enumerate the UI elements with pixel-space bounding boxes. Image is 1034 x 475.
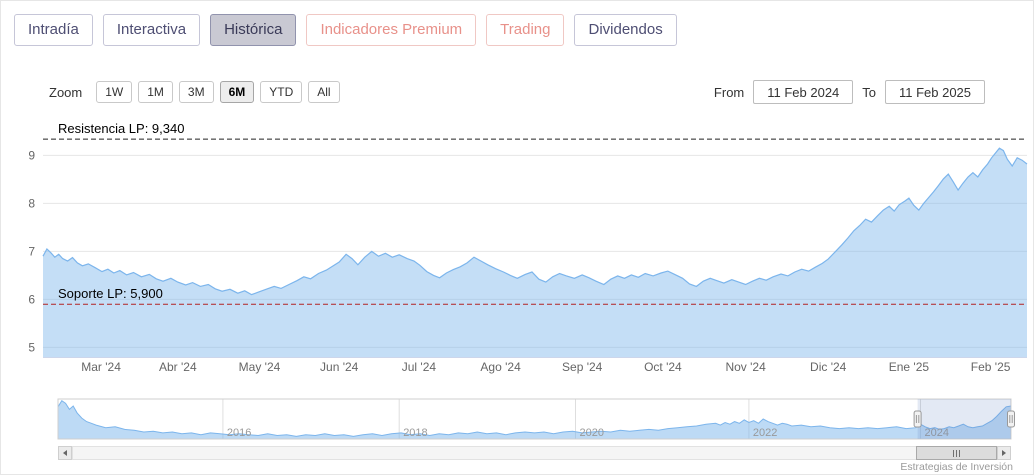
navigator-year-label: 2016 <box>227 427 251 439</box>
x-axis-label: May '24 <box>239 360 281 374</box>
navigator-year-label: 2024 <box>925 427 949 439</box>
to-date-input[interactable] <box>885 80 985 104</box>
tab-intradia[interactable]: Intradía <box>14 14 93 46</box>
x-axis-label: Dic '24 <box>810 360 847 374</box>
navigator-year-label: 2020 <box>580 427 604 439</box>
annotation-label: Soporte LP: 5,900 <box>58 286 163 301</box>
x-axis-label: Mar '24 <box>81 360 121 374</box>
zoom-label: Zoom <box>49 84 83 100</box>
zoom-all-button[interactable]: All <box>308 81 340 103</box>
x-axis-label: Feb '25 <box>971 360 1011 374</box>
navigator-year-label: 2018 <box>403 427 427 439</box>
zoom-6m-button[interactable]: 6M <box>219 81 255 103</box>
zoom-3m-button[interactable]: 3M <box>178 81 214 103</box>
to-label: To <box>862 84 876 100</box>
tab-trading[interactable]: Trading <box>486 14 565 46</box>
y-axis-label: 7 <box>28 244 35 258</box>
zoom-1w-button[interactable]: 1W <box>96 81 133 103</box>
scrollbar[interactable] <box>58 446 1011 460</box>
left-arrow-icon <box>63 450 67 456</box>
watermark: Estrategias de Inversión <box>900 461 1013 473</box>
tab-interactiva[interactable]: Interactiva <box>102 14 201 46</box>
y-axis-label: 8 <box>28 196 35 210</box>
x-axis-label: Sep '24 <box>562 360 603 374</box>
scrollbar-right-arrow[interactable] <box>997 446 1011 460</box>
annotation-label: Resistencia LP: 9,340 <box>58 121 184 136</box>
scrollbar-thumb[interactable] <box>916 446 997 460</box>
y-axis-label: 9 <box>28 148 35 162</box>
tab-historica[interactable]: Histórica <box>210 14 297 46</box>
x-axis-label: Ago '24 <box>480 360 521 374</box>
navigator-line <box>57 399 1012 437</box>
y-axis-label: 6 <box>28 292 35 306</box>
x-axis-label: Jun '24 <box>320 360 359 374</box>
scrollbar-left-arrow[interactable] <box>58 446 72 460</box>
x-axis-label: Oct '24 <box>644 360 682 374</box>
thumb-grip-icon <box>953 449 954 457</box>
tab-bar: Intradía Interactiva Histórica Indicador… <box>14 14 677 46</box>
price-line <box>42 147 1028 296</box>
navigator-chart[interactable]: 2016 2018 2020 2022 2024 <box>1 395 1034 445</box>
thumb-grip-icon <box>956 449 957 457</box>
right-arrow-icon <box>1002 450 1006 456</box>
chart-toolbar: Zoom 1W 1M 3M 6M YTD All From To <box>49 79 985 105</box>
navigator-selected-mask[interactable] <box>917 399 1011 439</box>
navigator-handle-right[interactable] <box>1007 410 1015 428</box>
x-axis-label: Nov '24 <box>725 360 766 374</box>
navigator-handle-left[interactable] <box>913 410 922 428</box>
navigator-year-label: 2022 <box>753 427 777 439</box>
x-axis-label: Ene '25 <box>889 360 930 374</box>
main-price-chart[interactable]: 5 6 7 8 9 Mar '24 Abr '24 May '24 Jun '24 Jul '24… <box>1 111 1034 397</box>
navigator-area <box>58 400 1011 439</box>
y-axis-label: 5 <box>28 340 35 354</box>
from-date-input[interactable] <box>753 80 854 104</box>
tab-dividendos[interactable]: Dividendos <box>574 14 677 46</box>
x-axis-label: Abr '24 <box>159 360 197 374</box>
zoom-ytd-button[interactable]: YTD <box>260 81 303 103</box>
price-area <box>43 148 1027 357</box>
tab-indicadores-premium[interactable]: Indicadores Premium <box>306 14 477 46</box>
from-label: From <box>713 84 745 100</box>
scrollbar-track[interactable] <box>72 446 997 460</box>
thumb-grip-icon <box>959 449 960 457</box>
date-range: From To <box>714 80 985 104</box>
x-axis-label: Jul '24 <box>402 360 437 374</box>
zoom-1m-button[interactable]: 1M <box>138 81 173 103</box>
